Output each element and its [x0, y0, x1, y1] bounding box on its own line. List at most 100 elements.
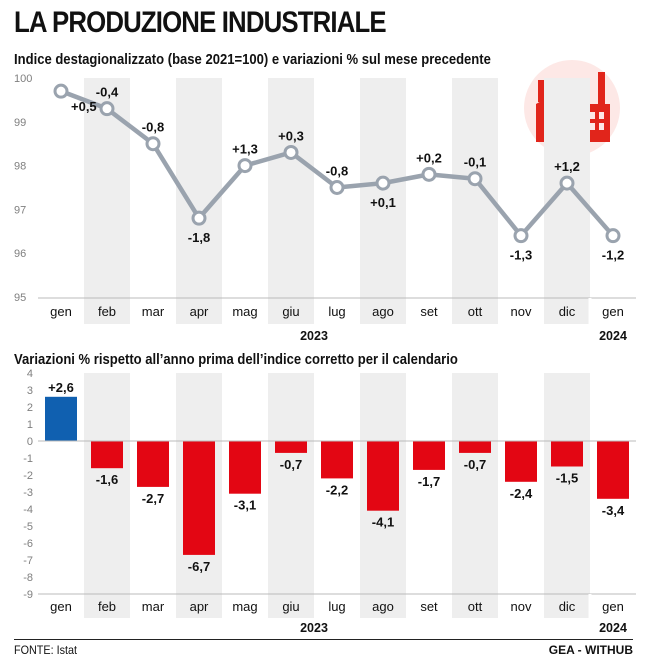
data-label: -0,7 [280, 457, 302, 472]
data-label: -0,7 [464, 457, 486, 472]
x-tick-label: dic [559, 304, 576, 319]
data-point [513, 228, 529, 244]
x-tick-label: gen [50, 599, 72, 614]
data-label: -3,1 [234, 498, 256, 513]
x-tick-label: ago [372, 304, 394, 319]
data-label: -1,2 [602, 248, 624, 263]
x-tick-label: mar [142, 304, 165, 319]
bar [413, 441, 445, 470]
data-point [191, 210, 207, 226]
y-tick-label: -1 [23, 453, 33, 465]
data-point [559, 175, 575, 191]
bar [137, 441, 169, 487]
data-point [283, 144, 299, 160]
y-tick-label: -5 [23, 521, 33, 533]
data-label: +1,3 [232, 142, 258, 157]
x-tick-label: nov [511, 599, 532, 614]
x-tick-label: gen [602, 599, 624, 614]
data-label: -1,3 [510, 248, 532, 263]
data-point [467, 171, 483, 187]
year-label: 2024 [599, 329, 627, 343]
column-band [84, 373, 130, 618]
data-label: -1,8 [188, 230, 210, 245]
footer-divider [14, 639, 633, 640]
data-label: -2,2 [326, 482, 348, 497]
x-tick-label: giu [282, 599, 299, 614]
bar-chart-subtitle: Variazioni % rispetto all’anno prima del… [14, 352, 458, 368]
y-tick-label: -8 [23, 572, 33, 584]
data-label: -6,7 [188, 559, 210, 574]
bar [275, 441, 307, 453]
data-label: +0,2 [416, 150, 442, 165]
data-label: -1,6 [96, 472, 118, 487]
page-title: LA PRODUZIONE INDUSTRIALE [14, 6, 387, 39]
bar [597, 441, 629, 499]
column-band [452, 373, 498, 618]
y-tick-label: 95 [14, 292, 26, 304]
y-tick-label: 4 [27, 368, 33, 380]
y-tick-label: 2 [27, 402, 33, 414]
bar [91, 441, 123, 469]
x-tick-label: feb [98, 304, 116, 319]
column-band [544, 373, 590, 618]
data-point [421, 166, 437, 182]
data-label: +0,5 [71, 99, 97, 114]
data-point [53, 83, 69, 99]
bar [183, 441, 215, 555]
bar [367, 441, 399, 511]
data-label: -3,4 [602, 503, 625, 518]
y-tick-label: 97 [14, 204, 26, 216]
data-point [605, 228, 621, 244]
y-tick-label: 0 [27, 436, 33, 448]
y-tick-label: 99 [14, 117, 26, 129]
x-tick-label: ott [468, 304, 483, 319]
source-note: FONTE: Istat [14, 643, 78, 657]
x-tick-label: mag [232, 599, 257, 614]
y-tick-label: -3 [23, 487, 33, 499]
y-tick-label: -9 [23, 589, 33, 601]
data-point [329, 180, 345, 195]
column-band [268, 78, 314, 324]
x-tick-label: gen [50, 304, 72, 319]
x-tick-label: mag [232, 304, 257, 319]
x-tick-label: apr [190, 304, 209, 319]
data-label: -0,4 [96, 85, 119, 100]
data-label: -1,7 [418, 474, 440, 489]
data-point [237, 158, 253, 174]
data-label: +0,3 [278, 128, 304, 143]
x-tick-label: dic [559, 599, 576, 614]
x-tick-label: lug [328, 599, 345, 614]
bar [321, 441, 353, 479]
data-point [99, 101, 115, 117]
bar [45, 396, 77, 441]
y-tick-label: -6 [23, 538, 33, 550]
y-tick-label: 1 [27, 419, 33, 431]
x-tick-label: lug [328, 304, 345, 319]
year-label: 2024 [599, 621, 627, 635]
x-tick-label: gen [602, 304, 624, 319]
data-label: +1,2 [554, 159, 580, 174]
bar [229, 441, 261, 494]
data-label: -0,8 [142, 120, 164, 135]
y-tick-label: -7 [23, 555, 33, 567]
year-label: 2023 [300, 621, 328, 635]
y-tick-label: 98 [14, 161, 26, 173]
x-tick-label: nov [511, 304, 532, 319]
credit-label: GEA - WITHUB [548, 643, 633, 657]
x-tick-label: set [420, 599, 438, 614]
year-label: 2023 [300, 329, 328, 343]
data-label: -2,4 [510, 486, 533, 501]
y-tick-label: -2 [23, 470, 33, 482]
data-label: +2,6 [48, 380, 74, 395]
data-label: -2,7 [142, 491, 164, 506]
data-label: -0,8 [326, 164, 348, 179]
y-tick-label: -4 [23, 504, 33, 516]
column-band [360, 78, 406, 324]
data-label: +0,1 [370, 195, 396, 210]
x-tick-label: set [420, 304, 438, 319]
y-tick-label: 96 [14, 248, 26, 260]
line-chart-subtitle: Indice destagionalizzato (base 2021=100)… [14, 52, 491, 68]
bar [459, 441, 491, 453]
column-band [268, 373, 314, 618]
line-chart: 95 96 97 98 99 100 gen feb mar apr mag giu lug ago set… [14, 73, 636, 343]
